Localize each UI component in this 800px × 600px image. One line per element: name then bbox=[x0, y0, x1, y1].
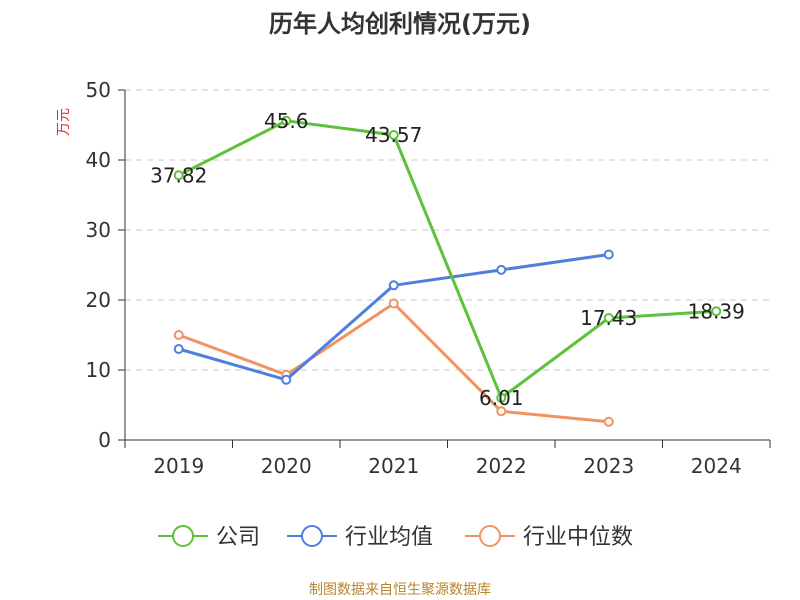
legend-marker bbox=[479, 525, 501, 547]
legend-item[interactable]: 公司 bbox=[158, 525, 260, 550]
x-tick-label: 2022 bbox=[476, 454, 527, 478]
legend[interactable]: 公司 行业均值 行业中位数 bbox=[158, 525, 633, 550]
data-point bbox=[711, 306, 722, 317]
y-tick-label: 30 bbox=[86, 218, 111, 242]
x-tick-label: 2021 bbox=[368, 454, 419, 478]
data-label: 43.57 bbox=[365, 123, 422, 147]
legend-item[interactable]: 行业均值 bbox=[287, 525, 433, 550]
y-axis-label: 万元 bbox=[56, 108, 72, 136]
data-point bbox=[603, 416, 614, 427]
legend-label: 公司 bbox=[216, 525, 260, 550]
data-point bbox=[496, 392, 507, 403]
data-label: 37.82 bbox=[150, 163, 207, 187]
grid-lines bbox=[125, 89, 770, 371]
data-point bbox=[173, 170, 184, 181]
x-tick-label: 2020 bbox=[261, 454, 312, 478]
source-note: 制图数据来自恒生聚源数据库 bbox=[309, 582, 491, 598]
data-point bbox=[603, 249, 614, 260]
data-point bbox=[173, 330, 184, 340]
legend-item[interactable]: 行业中位数 bbox=[465, 525, 633, 550]
x-tick-label: 2024 bbox=[691, 454, 742, 478]
data-label: 6.01 bbox=[479, 386, 524, 410]
legend-marker bbox=[172, 525, 194, 547]
axes: 0 10 20 30 40 50 2019 2020 2021 2022 2023 2024 bbox=[86, 78, 771, 478]
y-tick-label: 10 bbox=[86, 358, 111, 382]
y-tick-label: 40 bbox=[86, 148, 111, 172]
data-point bbox=[496, 264, 507, 275]
data-point bbox=[496, 406, 507, 417]
x-tick-label: 2019 bbox=[153, 454, 204, 478]
y-tick-label: 20 bbox=[86, 288, 111, 312]
y-tick-label: 50 bbox=[86, 78, 111, 102]
legend-label: 行业均值 bbox=[345, 525, 433, 550]
data-point bbox=[173, 344, 184, 354]
legend-marker bbox=[301, 525, 323, 547]
data-point bbox=[388, 280, 399, 291]
y-tick-label: 0 bbox=[98, 428, 111, 452]
data-label: 18.39 bbox=[688, 299, 745, 323]
series-lines bbox=[173, 115, 722, 427]
chart-title: 历年人均创利情况(万元) bbox=[269, 10, 531, 38]
data-labels: 37.82 45.6 43.57 6.01 17.43 18.39 bbox=[150, 109, 745, 410]
series-line bbox=[178, 253, 610, 382]
series-line bbox=[178, 302, 609, 424]
data-point bbox=[603, 312, 614, 323]
data-point bbox=[281, 374, 292, 385]
series-line bbox=[178, 119, 717, 400]
data-point bbox=[388, 130, 399, 141]
x-tick-label: 2023 bbox=[583, 454, 634, 478]
data-point bbox=[281, 115, 292, 126]
data-label: 17.43 bbox=[580, 306, 637, 330]
data-label: 45.6 bbox=[264, 109, 309, 133]
data-point bbox=[388, 298, 399, 309]
legend-label: 行业中位数 bbox=[523, 525, 633, 550]
